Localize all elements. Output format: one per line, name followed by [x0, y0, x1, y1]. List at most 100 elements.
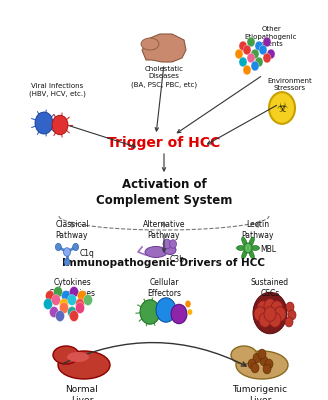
Circle shape — [271, 301, 283, 315]
Circle shape — [46, 290, 54, 302]
Text: Cytokines
Chemokines: Cytokines Chemokines — [49, 278, 95, 298]
Circle shape — [51, 294, 60, 306]
Ellipse shape — [242, 249, 247, 259]
Circle shape — [257, 301, 269, 315]
Circle shape — [84, 294, 92, 306]
Text: Cholestatic
Diseases
(BA, PSC, PBC, etc): Cholestatic Diseases (BA, PSC, PBC, etc) — [131, 66, 197, 88]
Text: Viral Infections
(HBV, HCV, etc.): Viral Infections (HBV, HCV, etc.) — [29, 83, 85, 97]
Text: Alternative
Pathway: Alternative Pathway — [143, 220, 185, 240]
Ellipse shape — [231, 346, 257, 364]
Circle shape — [274, 307, 286, 321]
Text: Sustained
CSCs: Sustained CSCs — [251, 278, 289, 298]
Circle shape — [44, 298, 52, 310]
Polygon shape — [142, 34, 186, 62]
Circle shape — [255, 57, 263, 67]
Circle shape — [70, 286, 78, 298]
Circle shape — [156, 298, 176, 322]
Text: MBL: MBL — [260, 246, 276, 254]
Circle shape — [263, 37, 271, 47]
Ellipse shape — [141, 38, 159, 50]
Text: Normal
Liver: Normal Liver — [66, 385, 98, 400]
Circle shape — [285, 317, 293, 327]
Text: Classical
Pathway: Classical Pathway — [55, 220, 89, 240]
Circle shape — [259, 45, 267, 55]
Circle shape — [263, 364, 271, 374]
Circle shape — [53, 286, 63, 298]
Circle shape — [264, 299, 276, 313]
Circle shape — [267, 49, 275, 59]
Circle shape — [50, 306, 58, 318]
Circle shape — [235, 49, 243, 59]
Circle shape — [269, 313, 281, 327]
Ellipse shape — [249, 249, 255, 259]
Circle shape — [239, 41, 247, 51]
Circle shape — [251, 363, 259, 373]
Text: C3b: C3b — [170, 254, 185, 264]
Circle shape — [62, 290, 71, 302]
Circle shape — [251, 61, 259, 71]
Circle shape — [55, 310, 65, 322]
Ellipse shape — [249, 237, 255, 247]
Text: Immunopathogenic Drivers of HCC: Immunopathogenic Drivers of HCC — [63, 258, 265, 268]
Circle shape — [140, 300, 160, 324]
Ellipse shape — [242, 237, 247, 247]
Circle shape — [55, 243, 61, 251]
Ellipse shape — [164, 246, 176, 254]
Circle shape — [52, 115, 68, 135]
Text: ☣: ☣ — [277, 102, 288, 114]
Circle shape — [64, 248, 71, 256]
Circle shape — [260, 356, 268, 366]
Text: Activation of
Complement System: Activation of Complement System — [96, 178, 232, 207]
Circle shape — [254, 307, 266, 321]
Circle shape — [170, 240, 176, 248]
Circle shape — [163, 239, 171, 249]
Circle shape — [288, 310, 296, 320]
Ellipse shape — [53, 346, 79, 364]
Circle shape — [70, 310, 78, 322]
Circle shape — [253, 292, 287, 334]
Circle shape — [35, 112, 53, 134]
Circle shape — [188, 309, 193, 315]
Circle shape — [247, 53, 255, 63]
Ellipse shape — [58, 351, 110, 379]
Ellipse shape — [145, 246, 167, 258]
Circle shape — [251, 49, 259, 59]
Circle shape — [255, 41, 263, 51]
Circle shape — [253, 353, 261, 363]
Circle shape — [59, 298, 69, 310]
Circle shape — [243, 65, 251, 75]
Circle shape — [258, 349, 266, 359]
Ellipse shape — [236, 246, 245, 250]
Circle shape — [64, 258, 70, 266]
Circle shape — [68, 294, 76, 306]
Ellipse shape — [236, 351, 288, 379]
Circle shape — [243, 45, 251, 55]
Text: Other
Etiopathogenic
agents: Other Etiopathogenic agents — [245, 26, 297, 47]
Circle shape — [75, 298, 85, 310]
Circle shape — [248, 359, 256, 369]
Text: Cellular
Effectors: Cellular Effectors — [147, 278, 181, 298]
Circle shape — [75, 302, 85, 314]
Circle shape — [239, 57, 247, 67]
Text: Trigger of HCC: Trigger of HCC — [107, 136, 221, 150]
Ellipse shape — [67, 352, 89, 362]
Circle shape — [264, 307, 276, 321]
Text: Environment
Stressors: Environment Stressors — [268, 78, 312, 92]
Text: C1q: C1q — [80, 250, 95, 258]
Circle shape — [263, 53, 271, 63]
Ellipse shape — [251, 246, 259, 250]
Text: Lectin
Pathway: Lectin Pathway — [242, 220, 274, 240]
Circle shape — [73, 243, 79, 251]
Circle shape — [77, 290, 87, 302]
Circle shape — [171, 304, 187, 324]
Circle shape — [265, 359, 273, 369]
FancyArrowPatch shape — [63, 342, 246, 366]
Circle shape — [269, 92, 295, 124]
Circle shape — [68, 306, 76, 318]
Circle shape — [247, 37, 255, 47]
Circle shape — [185, 300, 191, 308]
Circle shape — [244, 243, 252, 253]
Circle shape — [59, 302, 69, 314]
Text: Tumorigenic
Liver: Tumorigenic Liver — [233, 385, 288, 400]
Circle shape — [259, 313, 271, 327]
